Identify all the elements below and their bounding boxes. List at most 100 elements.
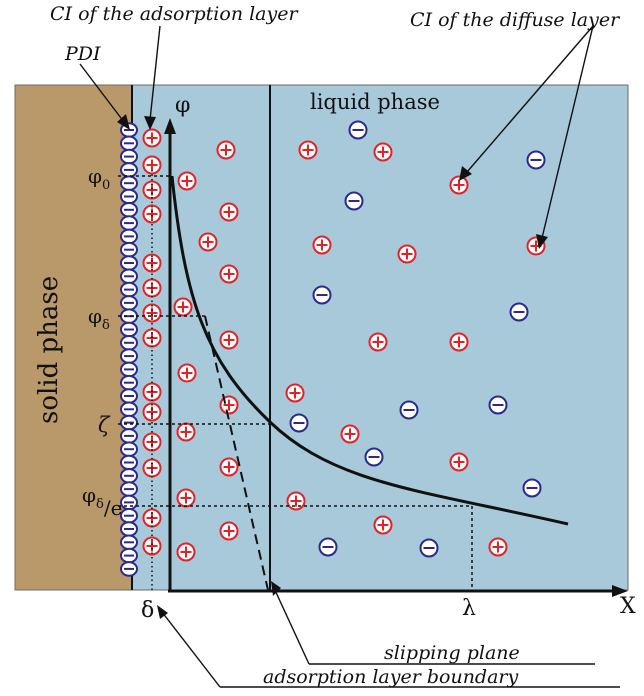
solid-phase-label: solid phase: [34, 276, 64, 424]
pdi-anion-icon: [120, 401, 138, 418]
pdi-anion-icon: [120, 468, 138, 484]
diffuse-anion-icon: [419, 538, 439, 558]
diffuse-cation-icon: [219, 395, 239, 415]
adsorption-cation-icon: [142, 204, 162, 224]
adsorption-cation-icon: [142, 402, 162, 422]
adsorption-boundary-label: adsorption layer boundary: [263, 666, 519, 688]
diffuse-anion-icon: [348, 120, 368, 140]
diffuse-anion-icon: [312, 285, 332, 305]
diffuse-cation-icon: [373, 515, 393, 535]
pdi-anion-icon: [120, 561, 138, 577]
pdi-anion-column: [120, 122, 138, 577]
adsorption-cation-icon: [142, 303, 162, 323]
pdi-anion-icon: [120, 308, 138, 325]
pdi-anion-icon: [120, 534, 138, 551]
phi-axis-arrowhead: [164, 118, 176, 134]
pdi-anion-icon: [120, 348, 138, 364]
pdi-anion-icon: [120, 494, 138, 511]
pdi-anion-icon: [120, 428, 138, 444]
pdi-anion-icon: [120, 521, 138, 537]
pdi-anion-icon: [120, 547, 138, 564]
diffuse-cation-icon: [449, 452, 469, 472]
pdi-anion-icon: [120, 255, 138, 271]
annotation-arrows: [79, 25, 620, 688]
diffuse-cation-icon: [488, 537, 508, 557]
pdi-anion-icon: [120, 162, 138, 178]
pdi-anion-icon: [120, 481, 138, 497]
phi0-label: φ0: [88, 164, 110, 193]
liquid-phase-label: liquid phase: [310, 90, 440, 114]
pdi-label: PDI: [64, 43, 101, 65]
solid-phase-region: [15, 85, 132, 590]
pdi-anion-icon: [120, 148, 138, 165]
phidelta-label: φδ: [88, 304, 110, 333]
diffuse-anion-icon: [364, 447, 384, 467]
pdi-anion-icon: [120, 507, 138, 524]
pdi-anion-icon: [120, 374, 138, 391]
diffuse-cation-icon: [397, 244, 417, 264]
pdi-anion-icon: [120, 295, 138, 311]
diffuse-cation-icon: [312, 235, 332, 255]
slipping-plane-label: slipping plane: [384, 642, 520, 664]
diffuse-cation-icon: [449, 175, 469, 195]
diffuse-anion-icon: [318, 537, 338, 557]
diffuse-cation-icon: [173, 297, 193, 317]
diffuse-cation-icon: [219, 202, 239, 222]
diffuse-anion-icon: [344, 191, 364, 211]
pdi-anion-icon: [120, 228, 138, 245]
diffuse-cation-icon: [298, 140, 318, 160]
diffuse-anion-icon: [488, 395, 508, 415]
pdi-anion-icon: [120, 441, 138, 458]
ci-adsorption-label: CI of the adsorption layer: [50, 3, 299, 25]
diffuse-cation-icon: [219, 264, 239, 284]
diffuse-cation-icon: [219, 521, 239, 541]
pdi-anion-icon: [120, 202, 138, 218]
adsorption-cation-icon: [142, 536, 162, 556]
diffuse-anion-icon: [399, 400, 419, 420]
pdi-anion-icon: [120, 281, 138, 298]
diffuse-anion-icon: [522, 478, 542, 498]
pdi-anion-icon: [120, 414, 138, 431]
adsorption-cation-icon: [142, 128, 162, 148]
diffuse-cation-icon: [449, 332, 469, 352]
diffuse-cation-icon: [176, 542, 196, 562]
adsorption-cation-icon: [142, 155, 162, 175]
diffuse-cation-icon: [176, 422, 196, 442]
pdi-anion-icon: [120, 268, 138, 285]
diffuse-cation-icon: [216, 140, 236, 160]
diffuse-cation-icon: [286, 491, 306, 511]
diffuse-anion-icon: [509, 302, 529, 322]
diffuse-cation-icon: [177, 171, 197, 191]
phi-axis-label: φ: [175, 93, 190, 118]
pdi-anion-icon: [120, 335, 138, 351]
pdi-anion-icon: [120, 321, 138, 338]
ci-diffuse-label: CI of the diffuse layer: [410, 9, 621, 31]
diffuse-cation-icon: [219, 457, 239, 477]
adsorption-cation-icon: [142, 180, 162, 200]
diffuse-cation-icon: [340, 424, 360, 444]
diffuse-anion-icon: [289, 413, 309, 433]
delta-label: δ: [141, 598, 154, 623]
pdi-anion-icon: [120, 175, 138, 191]
pdi-anion-icon: [120, 188, 138, 205]
zeta-label: ζ: [98, 413, 111, 437]
ions-layer: [142, 120, 546, 562]
pdi-anion-icon: [120, 388, 138, 404]
diffuse-cation-icon: [177, 363, 197, 383]
pdi-anion-icon: [120, 135, 138, 152]
x-axis-arrowhead: [612, 585, 628, 597]
potential-curve: [170, 175, 569, 526]
annotation-arrowheads: [117, 114, 548, 619]
diffuse-cation-icon: [176, 488, 196, 508]
phide-label: φδ/e: [82, 483, 122, 520]
diffuse-cation-icon: [219, 330, 239, 350]
diffuse-anion-icon: [526, 150, 546, 170]
diffuse-cation-icon: [285, 383, 305, 403]
x-axis-label: X: [620, 594, 636, 619]
pdi-anion-icon: [120, 215, 138, 231]
pdi-anion-icon: [120, 241, 138, 258]
lambda-label: λ: [462, 596, 476, 621]
pdi-anion-icon: [120, 454, 138, 471]
